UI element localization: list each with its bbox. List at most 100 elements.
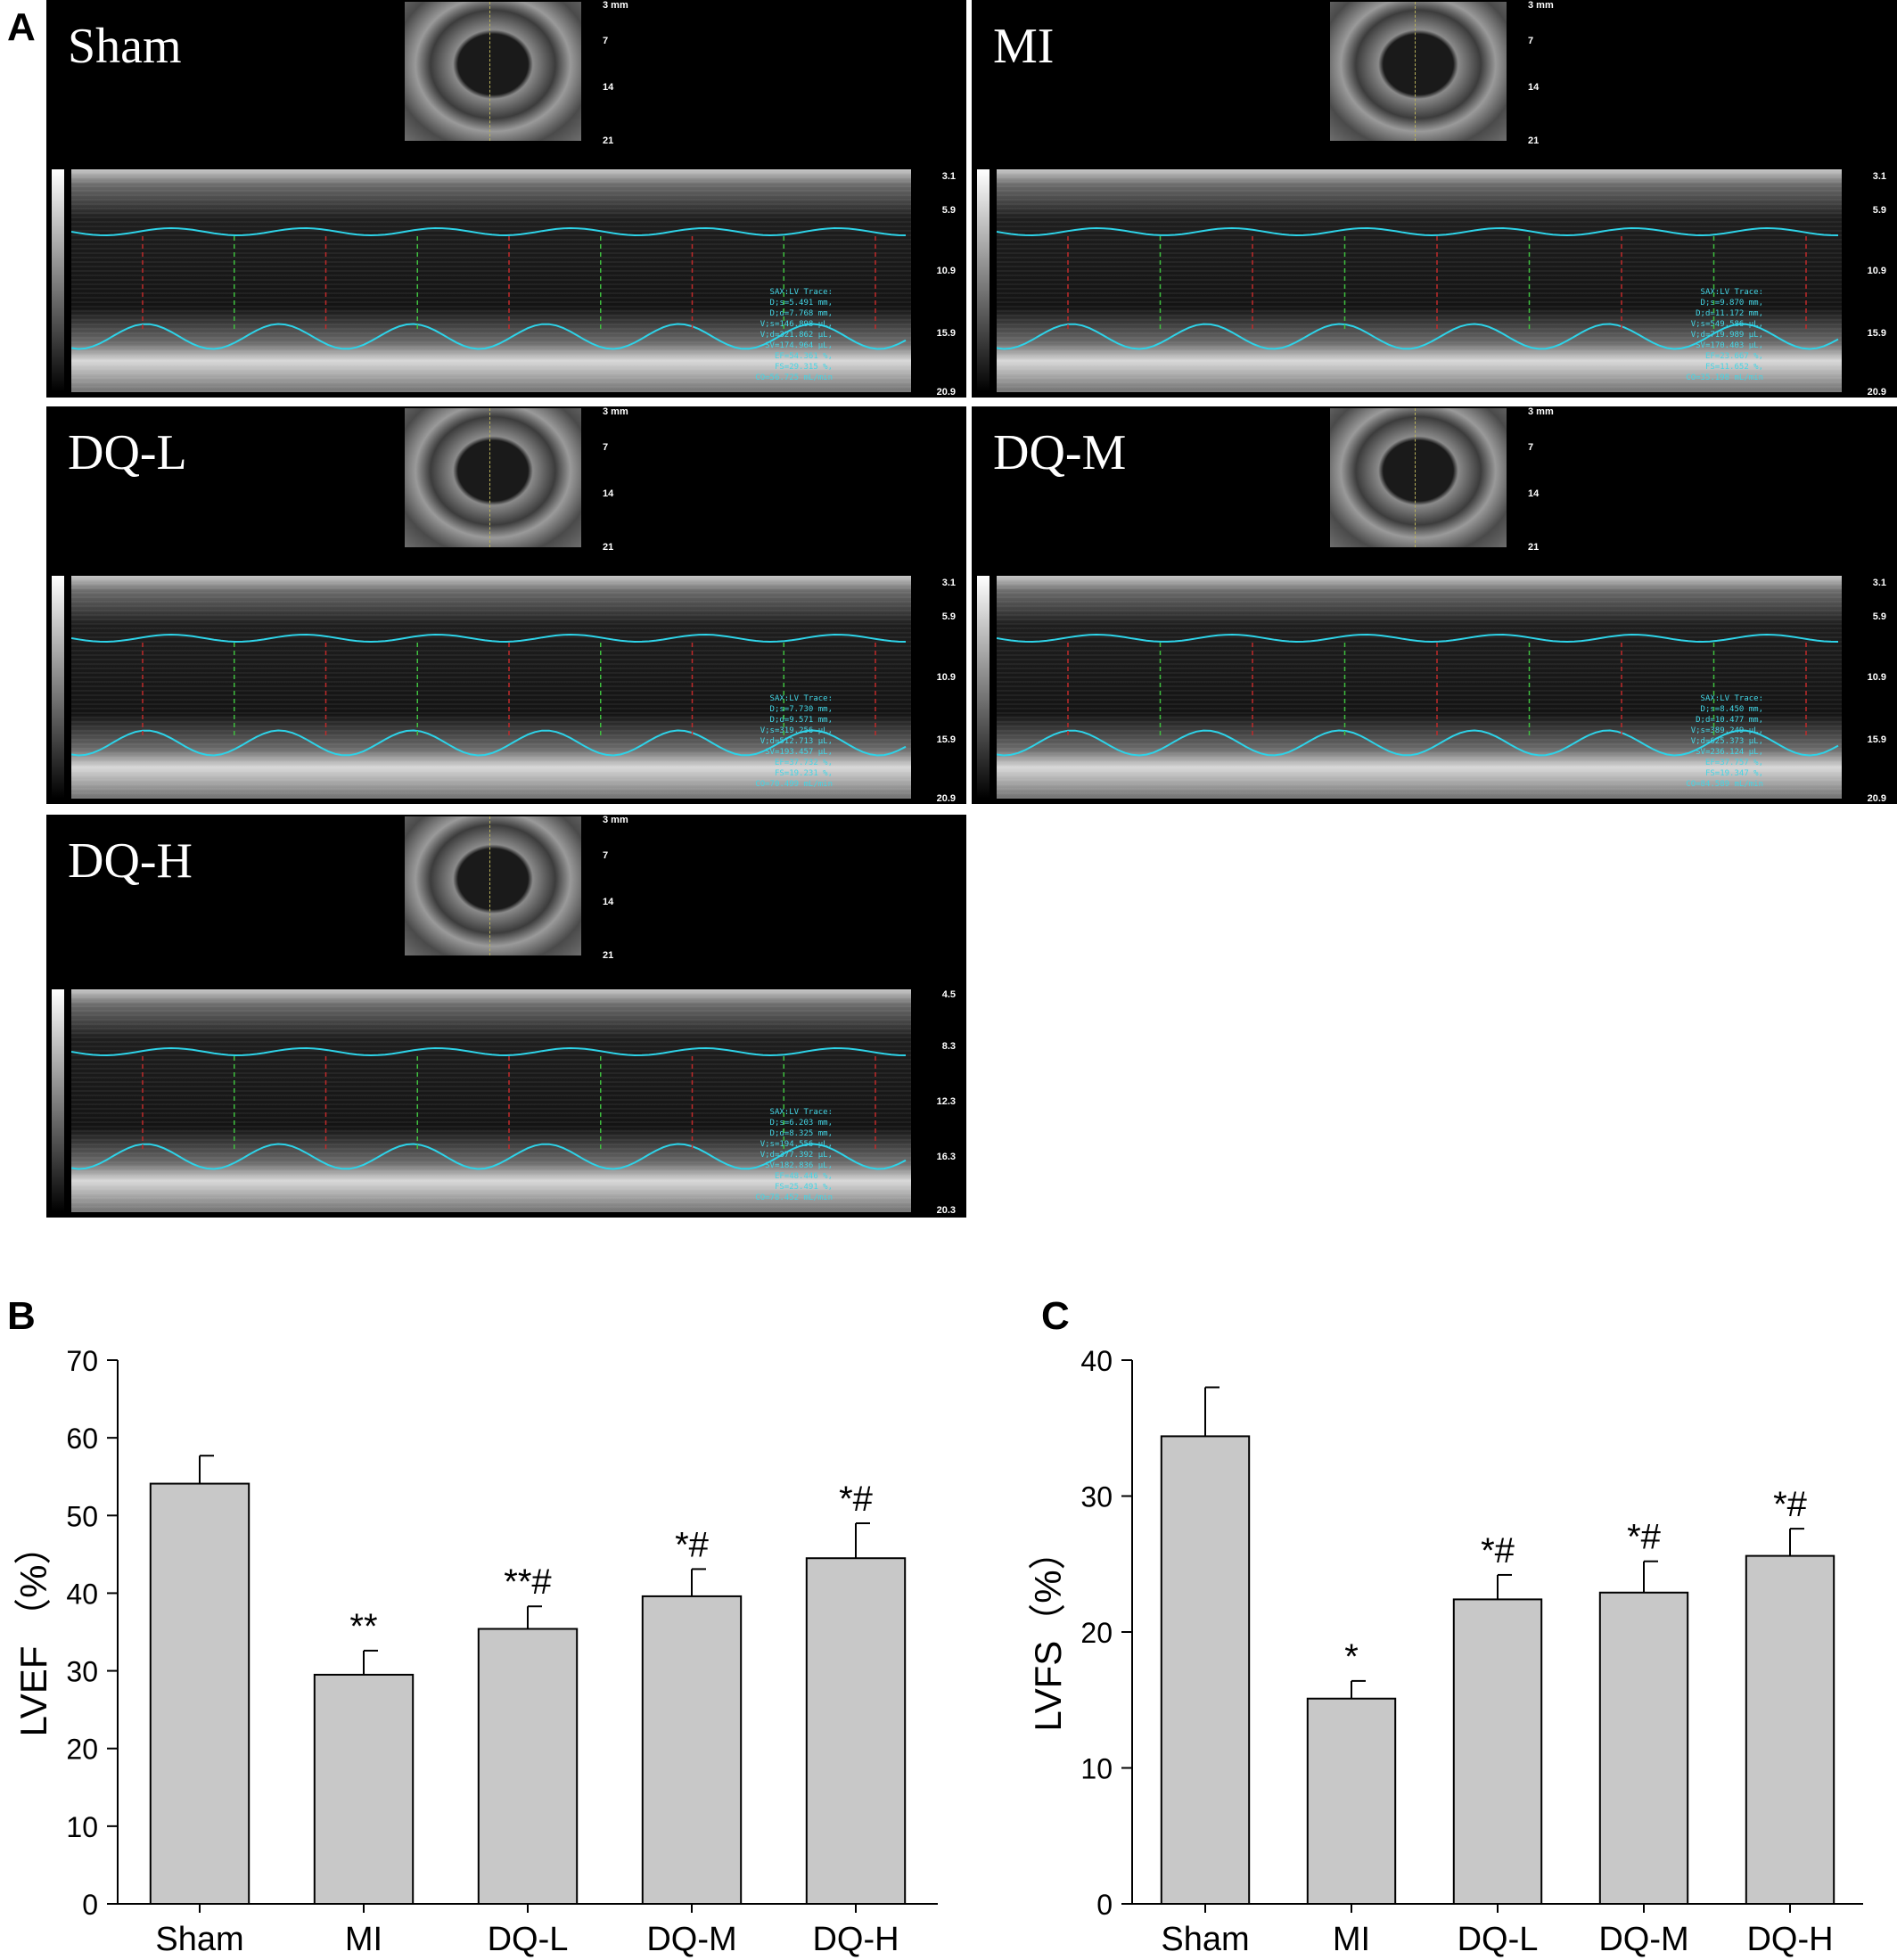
wall-trace-line: [71, 729, 907, 757]
significance-label: *#: [1627, 1518, 1662, 1557]
gray-scale-bar: [977, 169, 990, 392]
readout-line: FS=25.491 %,: [774, 1183, 833, 1192]
depth-tick: 7: [603, 850, 609, 861]
readout-line: V;d=625.373 μL,: [1690, 737, 1763, 746]
x-tick-label: DQ-H: [812, 1921, 899, 1958]
echo-dq-l: DQ-L 3 mm 7 14 21 3.1 5.9 10.9 15.9 20.9…: [46, 406, 966, 804]
x-tick-label: DQ-H: [1746, 1921, 1833, 1958]
wall-trace-line: [71, 1143, 907, 1170]
y-tick-label: 50: [66, 1500, 98, 1532]
readout-line: D;d=7.768 mm,: [769, 309, 833, 318]
echo-sham-readout: SAX:LV Trace: D;s=5.491 mm, D;d=7.768 mm, V…: [755, 287, 833, 383]
readout-line: CO=84.589 mL/min: [1686, 780, 1763, 789]
echo-dq-m-bmode-image: [1330, 408, 1507, 547]
readout-line: FS=19.347 %,: [1704, 769, 1763, 778]
mmode-scale-tick: 4.5: [941, 989, 956, 1000]
y-tick-label: 10: [66, 1811, 98, 1843]
readout-line: D;s=7.730 mm,: [769, 705, 833, 714]
x-tick-label: DQ-M: [646, 1921, 736, 1958]
echo-dq-m-readout: SAX:LV Trace: D;s=8.450 mm, D;d=10.477 mm,…: [1686, 693, 1763, 790]
readout-line: EF=48.446 %,: [774, 1172, 833, 1181]
mmode-scale-tick: 10.9: [1867, 672, 1886, 683]
mmode-scale-tick: 5.9: [1872, 611, 1886, 622]
significance-label: *#: [839, 1480, 874, 1519]
lvfs-bar-chart: 0 10 20 30 40 LVFS（%） Sham MI * DQ-L *# DQ-M *# DQ-H *…: [1027, 1345, 1863, 1958]
readout-line: D;d=8.325 mm,: [769, 1129, 833, 1138]
panel-b-letter: B: [7, 1294, 36, 1338]
significance-label: *#: [1481, 1531, 1515, 1570]
x-tick-label: DQ-L: [488, 1921, 569, 1958]
readout-line: D;d=10.477 mm,: [1696, 716, 1763, 725]
depth-tick: 3 mm: [603, 0, 628, 11]
x-tick-label: MI: [1333, 1921, 1370, 1958]
depth-tick: 3 mm: [603, 406, 628, 417]
echo-dq-m: DQ-M 3 mm 7 14 21 3.1 5.9 10.9 15.9 20.9…: [972, 406, 1897, 804]
gray-scale-bar: [977, 576, 990, 799]
readout-line: V;d=377.392 μL,: [760, 1151, 833, 1160]
wall-trace-line: [997, 633, 1839, 644]
bar: [313, 1673, 415, 1905]
lv-wall-trace: [997, 226, 1839, 350]
echo-mi-mmode-image: [997, 169, 1842, 392]
echo-dq-l-mmode-image: [71, 576, 911, 799]
mmode-scale-tick: 3.1: [941, 578, 956, 588]
mmode-scale-tick: 10.9: [936, 672, 956, 683]
wall-trace-line: [997, 729, 1839, 757]
echo-dq-h-mmode-image: [71, 989, 911, 1212]
bar: [1598, 1591, 1689, 1905]
wall-trace-line: [71, 323, 907, 350]
mmode-scale-tick: 15.9: [1867, 328, 1886, 339]
readout-line: SAX:LV Trace:: [769, 1108, 833, 1117]
readout-line: SAX:LV Trace:: [769, 694, 833, 703]
x-tick-label: MI: [345, 1921, 382, 1958]
mmode-scale-tick: 3.1: [1872, 578, 1886, 588]
mmode-scale-tick: 12.3: [936, 1096, 956, 1107]
wall-trace-line: [997, 323, 1839, 350]
mmode-scale-tick: 8.3: [941, 1041, 956, 1052]
wall-trace-line: [997, 226, 1839, 237]
readout-line: V;s=319.256 μL,: [760, 726, 833, 735]
mmode-scale-tick: 3.1: [1872, 171, 1886, 182]
mmode-scale-tick: 16.3: [936, 1152, 956, 1162]
echo-dq-m-label: DQ-M: [993, 425, 1127, 480]
readout-line: SV=182.836 μL,: [765, 1161, 833, 1170]
echo-sham: Sham 3 mm 7 14 21 3.1 5.9 10.9 15.9 20.9…: [46, 0, 966, 398]
readout-line: SAX:LV Trace:: [1700, 694, 1763, 703]
y-tick-label: 30: [66, 1656, 98, 1688]
mmode-scale-tick: 10.9: [936, 266, 956, 276]
bar: [149, 1482, 250, 1906]
depth-tick: 14: [603, 897, 614, 907]
depth-tick: 3 mm: [603, 815, 628, 825]
depth-tick: 21: [603, 950, 614, 961]
depth-tick: 14: [1528, 82, 1540, 93]
gray-scale-bar: [52, 989, 64, 1212]
depth-tick: 3 mm: [1528, 406, 1554, 417]
depth-tick: 21: [1528, 542, 1540, 553]
significance-label: **#: [504, 1562, 552, 1602]
echo-dq-h-readout: SAX:LV Trace: D;s=6.203 mm, D;d=8.325 mm, V…: [755, 1107, 833, 1203]
mmode-scale-tick: 15.9: [936, 328, 956, 339]
readout-line: FS=29.315 %,: [774, 363, 833, 372]
mmode-scale-tick: 5.9: [941, 205, 956, 216]
depth-tick: 7: [1528, 442, 1534, 453]
readout-line: D;d=9.571 mm,: [769, 716, 833, 725]
readout-line: CO=70.499 mL/min: [755, 780, 833, 789]
y-tick-label: 10: [1080, 1753, 1113, 1785]
readout-line: CO=78.452 mL/min: [755, 1193, 833, 1202]
depth-tick: 7: [1528, 36, 1534, 46]
echo-dq-l-bmode-image: [405, 408, 581, 547]
readout-line: D;s=6.203 mm,: [769, 1119, 833, 1128]
significance-label: **: [349, 1607, 377, 1646]
y-tick-label: 30: [1080, 1481, 1113, 1513]
bar: [477, 1628, 579, 1905]
y-tick-label: 0: [1096, 1889, 1113, 1921]
readout-line: D;s=9.870 mm,: [1700, 299, 1763, 308]
readout-line: V;s=146.898 μL,: [760, 320, 833, 329]
significance-label: *#: [1773, 1485, 1808, 1524]
mmode-scale-tick: 20.9: [1867, 387, 1886, 398]
readout-line: D;s=5.491 mm,: [769, 299, 833, 308]
mmode-scale-tick: 20.9: [936, 387, 956, 398]
readout-line: FS=11.652 %,: [1704, 363, 1763, 372]
y-axis-label: LVEF （%）: [12, 1528, 54, 1737]
readout-line: SV=170.403 μL,: [1696, 341, 1763, 350]
